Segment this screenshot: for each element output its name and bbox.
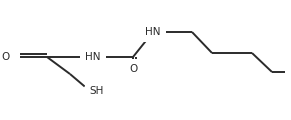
Text: O: O [2,52,10,62]
Text: HN: HN [85,52,101,62]
Text: SH: SH [90,86,104,96]
Text: O: O [129,64,137,74]
Text: HN: HN [145,27,161,37]
